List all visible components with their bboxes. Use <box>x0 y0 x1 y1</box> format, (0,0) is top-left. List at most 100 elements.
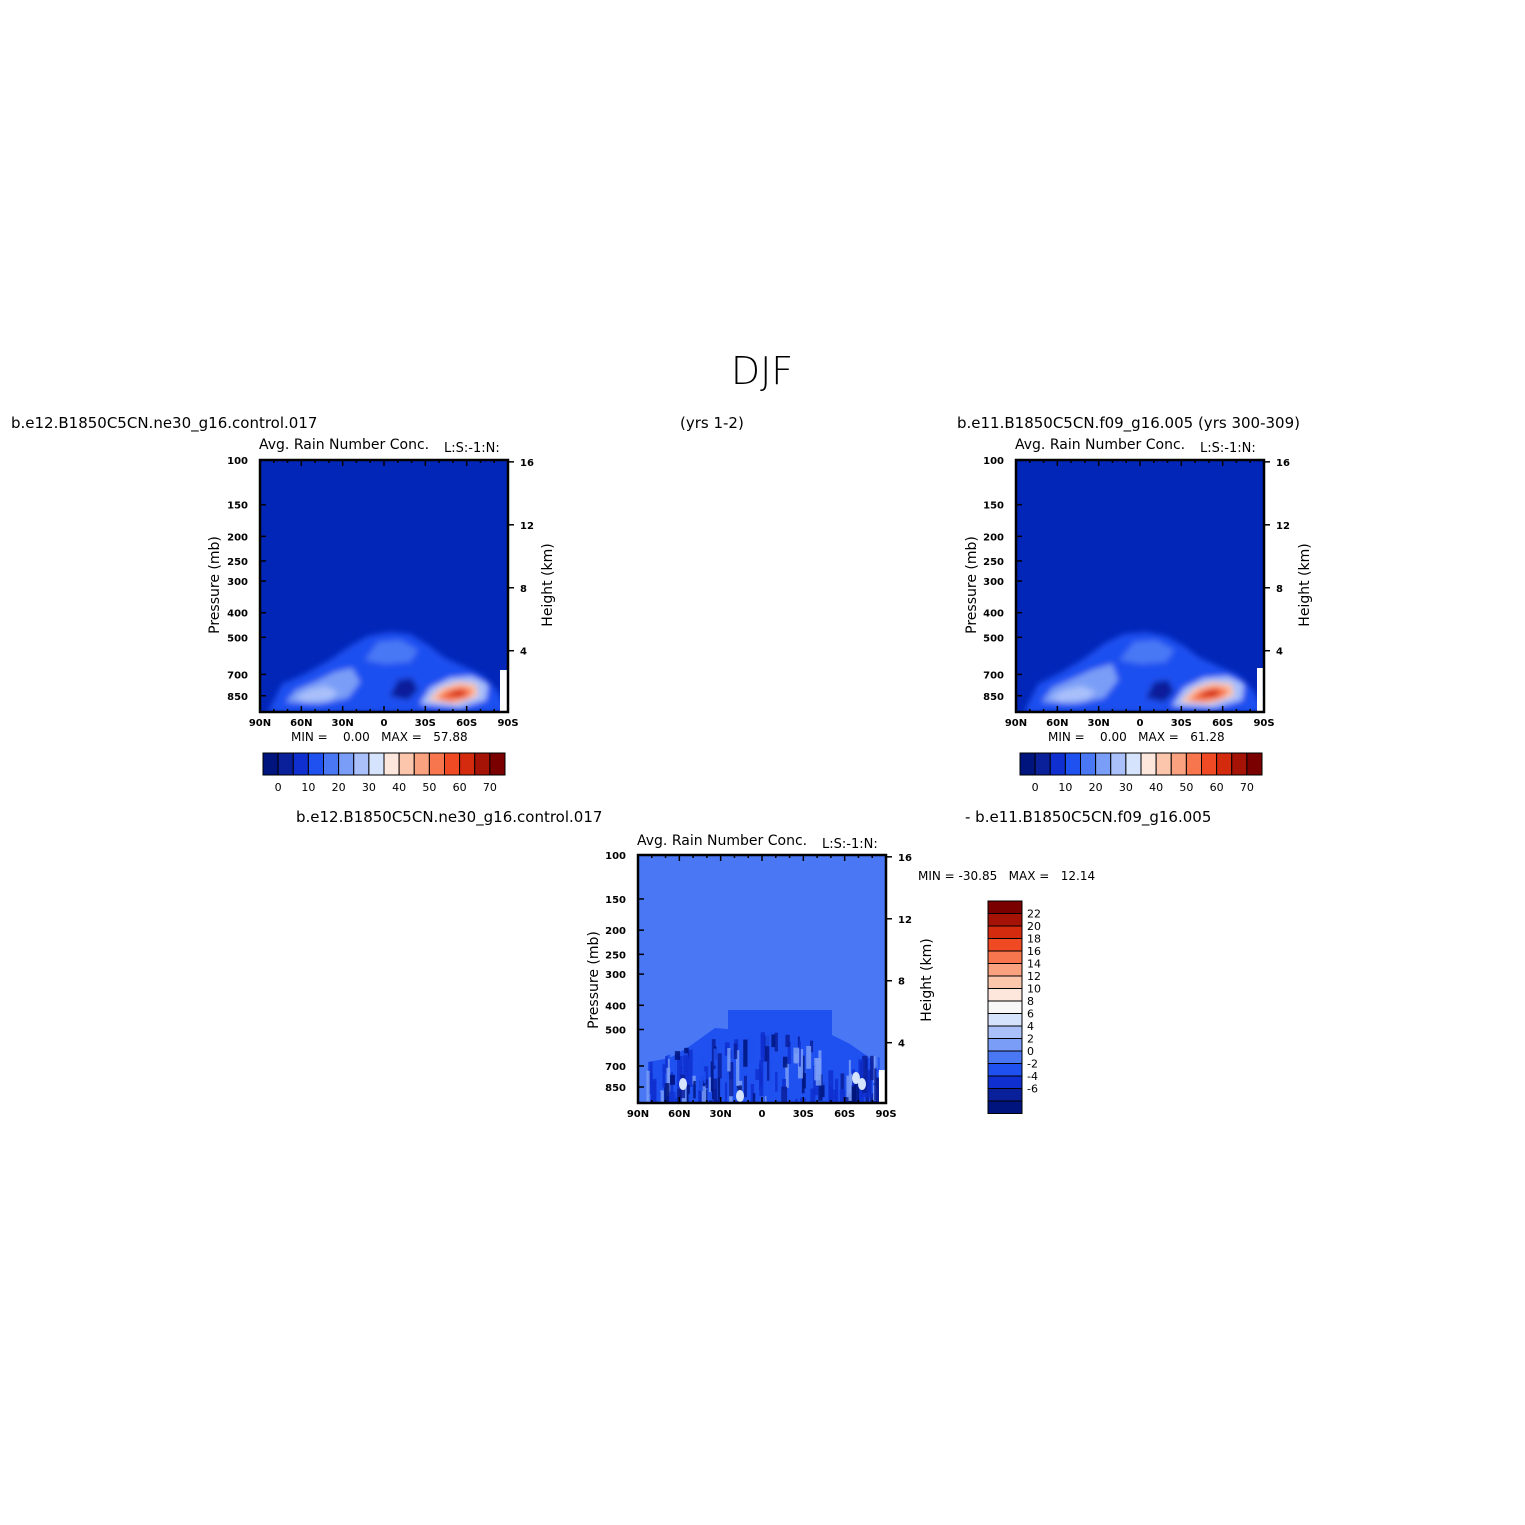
noise-cell <box>724 1082 728 1103</box>
noise-speckle <box>736 1090 744 1102</box>
noise-cell <box>733 1043 738 1059</box>
noise-cell <box>664 1083 670 1103</box>
noise-cell <box>806 1046 812 1069</box>
noise-cell <box>775 1071 778 1092</box>
noise-cell <box>669 1074 675 1085</box>
noise-cell <box>728 1062 734 1097</box>
panel-2-level-label: L:S:-1:N: <box>1200 441 1256 456</box>
y-tick-label: 200 <box>227 532 248 543</box>
colorbar-box <box>1049 752 1066 776</box>
noise-cell <box>875 1077 882 1103</box>
colorbar-box <box>474 752 491 776</box>
y-tick-label: 500 <box>983 633 1004 644</box>
panel-2-case-label: b.e11.B1850C5CN.f09_g16.005 (yrs 300-309… <box>957 414 1300 433</box>
colorbar-box <box>987 1038 1023 1052</box>
panel-1-years-label: (yrs 1-2) <box>680 414 744 432</box>
panel-3-y2label: Height (km) <box>919 938 935 1021</box>
colorbar-box <box>987 975 1023 989</box>
colorbar-label: 70 <box>1240 781 1254 794</box>
noise-cell <box>674 1051 681 1060</box>
y-tick-label: 400 <box>605 1001 626 1012</box>
y-tick-label: 400 <box>983 609 1004 620</box>
noise-cell <box>865 1093 870 1103</box>
noise-cell <box>750 1084 755 1103</box>
noise-cell <box>787 1041 791 1064</box>
noise-cell <box>713 1048 717 1066</box>
panel-1: b.e12.B1850C5CN.ne30_g16.control.017 (yr… <box>11 414 744 794</box>
noise-cell <box>851 1086 856 1103</box>
noise-cell <box>692 1075 696 1085</box>
colorbar-box <box>1170 752 1187 776</box>
x-tick-label: 60S <box>456 718 477 729</box>
panel-3-level-label: L:S:-1:N: <box>822 837 878 852</box>
colorbar-box <box>1034 752 1051 776</box>
panel-1-contour-south-core <box>446 690 466 697</box>
colorbar-box <box>383 752 400 776</box>
colorbar-box <box>987 1013 1023 1027</box>
panel-3-plot-area <box>638 855 886 1103</box>
panel-3-case-label-b: - b.e11.B1850C5CN.f09_g16.005 <box>965 808 1211 827</box>
panel-2-missing-strip <box>1257 668 1264 712</box>
y-tick-label: 700 <box>983 670 1004 681</box>
noise-cell <box>703 1071 706 1084</box>
panel-3-case-label-a: b.e12.B1850C5CN.ne30_g16.control.017 <box>296 808 602 827</box>
y2-tick-label: 4 <box>520 647 527 658</box>
y-tick-label: 150 <box>605 895 626 906</box>
colorbar-box <box>428 752 445 776</box>
colorbar-box <box>338 752 355 776</box>
noise-cell <box>717 1077 721 1103</box>
colorbar-label: 16 <box>1027 945 1041 958</box>
colorbar-box <box>1231 752 1248 776</box>
noise-cell <box>762 1076 765 1103</box>
colorbar-box <box>398 752 415 776</box>
colorbar-label: -4 <box>1027 1070 1038 1083</box>
colorbar-box <box>1125 752 1142 776</box>
noise-cell <box>699 1056 704 1092</box>
y2-tick-label: 12 <box>898 915 912 926</box>
noise-cell <box>803 1098 806 1103</box>
noise-cell <box>768 1060 772 1096</box>
colorbar-label: 4 <box>1027 1020 1034 1033</box>
panel-2: b.e11.B1850C5CN.f09_g16.005 (yrs 300-309… <box>957 414 1313 794</box>
noise-cell <box>704 1066 709 1085</box>
x-tick-label: 60N <box>290 718 312 729</box>
noise-cell <box>785 1063 789 1088</box>
noise-cell <box>725 1074 730 1103</box>
noise-cell <box>774 1032 778 1052</box>
noise-cell <box>866 1069 872 1098</box>
colorbar-box <box>987 1050 1023 1064</box>
noise-cell <box>810 1040 814 1053</box>
noise-cell <box>683 1055 689 1084</box>
noise-cell <box>752 1093 756 1103</box>
noise-cell <box>677 1056 683 1089</box>
noise-cell <box>858 1059 864 1088</box>
colorbar-box <box>413 752 430 776</box>
noise-cell <box>785 1034 790 1047</box>
panel-1-stats: MIN = 0.00 MAX = 57.88 <box>291 730 468 744</box>
colorbar-box <box>1155 752 1172 776</box>
noise-cell <box>818 1074 823 1101</box>
colorbar-box <box>987 1025 1023 1039</box>
colorbar-label: 12 <box>1027 970 1041 983</box>
colorbar-box <box>987 1063 1023 1077</box>
noise-cell <box>684 1047 689 1059</box>
figure-title: DJF <box>731 349 793 393</box>
panel-3-subtitle: Avg. Rain Number Conc. <box>637 833 807 849</box>
x-tick-label: 0 <box>381 718 388 729</box>
colorbar-box <box>262 752 279 776</box>
colorbar-label: 0 <box>275 781 282 794</box>
x-tick-label: 90N <box>1005 718 1027 729</box>
noise-cell <box>686 1049 693 1087</box>
colorbar-box <box>307 752 324 776</box>
noise-cell <box>748 1036 755 1061</box>
panel-1-axes: 90N 60N 30N 0 30S 60S 90S 100 150 200 250 300 400 500… <box>227 456 534 729</box>
x-tick-label: 90N <box>249 718 271 729</box>
colorbar-label: 60 <box>453 781 467 794</box>
y-tick-label: 250 <box>227 557 248 568</box>
panel-3-ylabel: Pressure (mb) <box>586 931 602 1029</box>
noise-cell <box>763 1035 769 1062</box>
x-tick-label: 30S <box>793 1109 814 1120</box>
colorbar-box <box>987 1075 1023 1089</box>
panel-2-y2label: Height (km) <box>1297 543 1313 626</box>
